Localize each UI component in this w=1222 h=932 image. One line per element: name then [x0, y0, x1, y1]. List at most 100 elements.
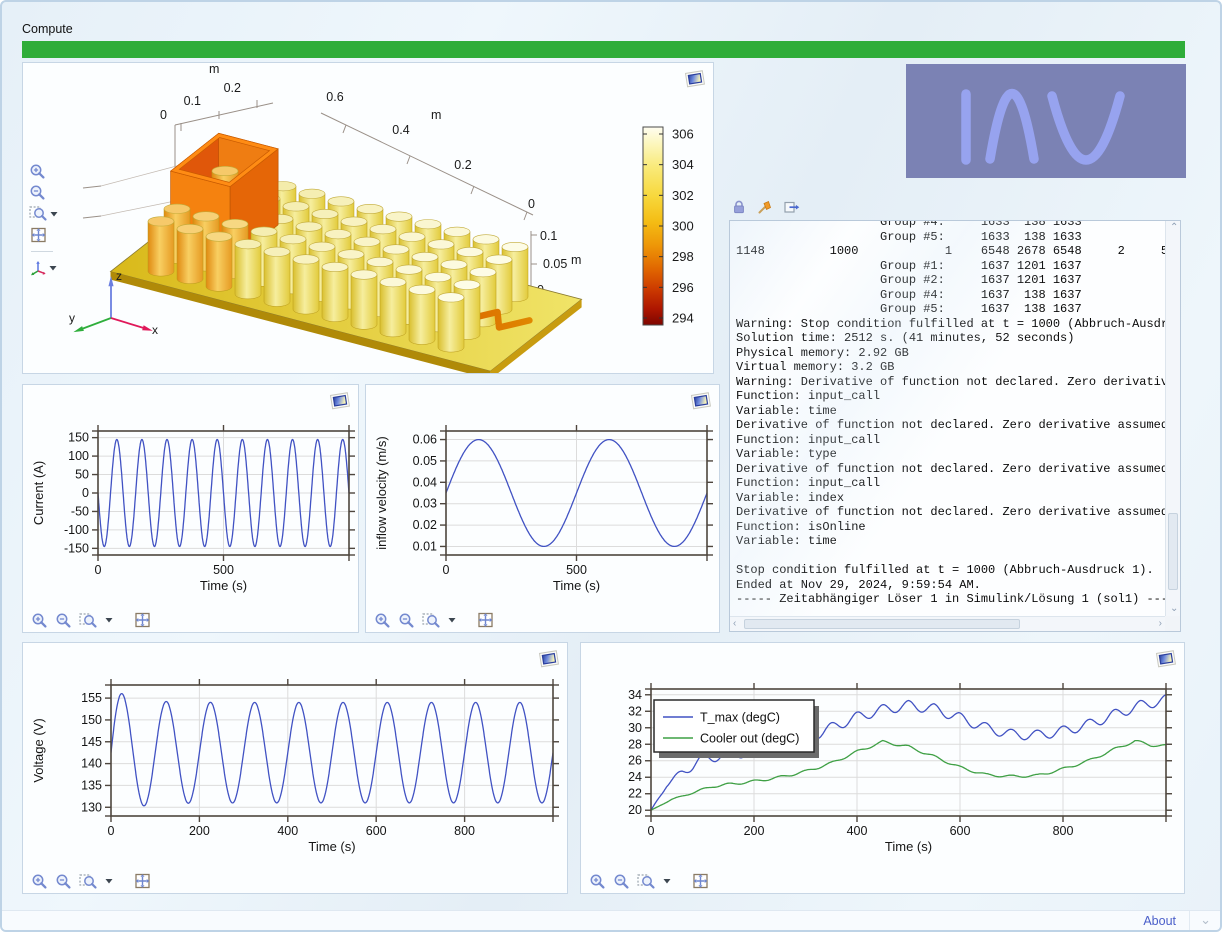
- zoom-box-icon[interactable]: [79, 873, 98, 890]
- zoom-box-icon[interactable]: [79, 612, 98, 629]
- zoom-in-icon[interactable]: [589, 873, 606, 890]
- svg-text:296: 296: [672, 280, 694, 295]
- voltage-plot[interactable]: 0 200 400 600 800 130 135 140 145 150 155 Time (s) V…: [23, 643, 567, 864]
- zoom-extents-icon[interactable]: [29, 226, 48, 244]
- svg-text:140: 140: [81, 757, 102, 771]
- svg-text:28: 28: [628, 737, 642, 751]
- svg-text:m: m: [209, 63, 219, 76]
- view-caret-icon[interactable]: [49, 260, 57, 276]
- snapshot-button[interactable]: [327, 390, 353, 414]
- progress-bar: [22, 41, 1185, 58]
- zoom-box-icon[interactable]: [637, 873, 656, 890]
- zoom-box-caret-icon[interactable]: [105, 612, 113, 628]
- 3d-plot-panel: 00.10.2m0.60.40.20m0.10.050mzxy306304302…: [22, 62, 714, 380]
- snapshot-button[interactable]: [1153, 648, 1179, 672]
- zoom-box-caret-icon[interactable]: [663, 873, 671, 889]
- snapshot-button[interactable]: [682, 68, 708, 92]
- svg-text:26: 26: [628, 754, 642, 768]
- vscroll-thumb[interactable]: [1168, 513, 1178, 591]
- scroll-up-icon[interactable]: ⌃: [1170, 222, 1179, 233]
- svg-text:34: 34: [628, 688, 642, 702]
- svg-text:Cooler out (degC): Cooler out (degC): [700, 732, 799, 746]
- zoom-in-icon[interactable]: [31, 873, 48, 890]
- svg-text:y: y: [69, 311, 75, 325]
- svg-text:400: 400: [847, 824, 868, 838]
- temperature-plot-toolbar: [589, 872, 710, 890]
- log-output[interactable]: Group #4: 1633 138 1633 Group #5: 1633 1…: [729, 220, 1181, 632]
- zoom-out-icon[interactable]: [613, 873, 630, 890]
- snapshot-button[interactable]: [688, 390, 714, 414]
- lock-icon[interactable]: [731, 199, 747, 215]
- export-log-icon[interactable]: [783, 199, 800, 215]
- zoom-box-caret-icon[interactable]: [105, 873, 113, 889]
- scroll-down-icon[interactable]: ⌄: [1170, 603, 1179, 614]
- svg-text:135: 135: [81, 778, 102, 792]
- about-link[interactable]: About: [1143, 914, 1176, 928]
- logo-letter-v: [1047, 91, 1125, 165]
- 3d-plot-toolbar: [29, 163, 59, 276]
- svg-text:m: m: [571, 253, 581, 267]
- compute-label: Compute: [22, 22, 73, 36]
- current-plot[interactable]: 0 500 -150 -100 -50 0 50 100 150 Time (s) Current …: [23, 385, 358, 603]
- svg-text:32: 32: [628, 704, 642, 718]
- zoom-extents-icon[interactable]: [691, 872, 710, 890]
- zoom-box-icon[interactable]: [29, 205, 48, 222]
- 3d-model-view[interactable]: 00.10.2m0.60.40.20m0.10.050mzxy306304302…: [23, 62, 713, 380]
- hscroll-thumb[interactable]: [744, 619, 1021, 629]
- svg-text:0.4: 0.4: [392, 123, 409, 137]
- svg-text:155: 155: [81, 691, 102, 705]
- svg-text:x: x: [152, 323, 158, 337]
- inflow-plot-panel: 0 500 0.01 0.02 0.03 0.04 0.05 0.06 Time (s) infl…: [365, 384, 720, 633]
- inflow-velocity-plot[interactable]: 0 500 0.01 0.02 0.03 0.04 0.05 0.06 Time (s) infl…: [366, 385, 719, 603]
- scroll-left-icon[interactable]: ‹: [733, 618, 737, 629]
- zoom-box-icon[interactable]: [422, 612, 441, 629]
- zoom-in-icon[interactable]: [31, 612, 48, 629]
- svg-text:298: 298: [672, 249, 694, 264]
- status-bar: About ⌄: [2, 910, 1220, 930]
- svg-text:130: 130: [81, 800, 102, 814]
- svg-text:z: z: [116, 269, 122, 283]
- zoom-out-icon[interactable]: [55, 612, 72, 629]
- zoom-extents-icon[interactable]: [476, 611, 495, 629]
- log-vscrollbar[interactable]: ⌃ ⌄: [1165, 221, 1180, 616]
- snapshot-button[interactable]: [536, 648, 562, 672]
- svg-text:0.2: 0.2: [224, 81, 241, 95]
- svg-text:145: 145: [81, 735, 102, 749]
- zoom-box-caret-icon[interactable]: [50, 206, 58, 222]
- zoom-extents-icon[interactable]: [133, 872, 152, 890]
- zoom-in-icon[interactable]: [29, 163, 46, 180]
- temperature-plot[interactable]: 0 200 400 600 800 20 22 24 26 28 30 32 34 Time (s) T_m…: [581, 643, 1184, 864]
- log-text: Group #4: 1633 138 1633 Group #5: 1633 1…: [736, 221, 1165, 606]
- voltage-plot-panel: 0 200 400 600 800 130 135 140 145 150 155 Time (s) V…: [22, 642, 568, 894]
- go-to-view-icon[interactable]: [29, 259, 47, 276]
- zoom-extents-icon[interactable]: [133, 611, 152, 629]
- svg-text:600: 600: [366, 824, 387, 838]
- svg-text:m: m: [431, 108, 441, 122]
- svg-text:30: 30: [628, 721, 642, 735]
- clear-log-icon[interactable]: [757, 199, 773, 215]
- svg-text:200: 200: [744, 824, 765, 838]
- svg-text:22: 22: [628, 787, 642, 801]
- svg-text:0: 0: [528, 197, 535, 211]
- svg-text:150: 150: [68, 431, 89, 445]
- chevron-down-icon[interactable]: ⌄: [1200, 912, 1211, 927]
- zoom-box-caret-icon[interactable]: [448, 612, 456, 628]
- svg-text:-50: -50: [71, 504, 89, 518]
- zoom-in-icon[interactable]: [374, 612, 391, 629]
- svg-text:inflow velocity (m/s): inflow velocity (m/s): [374, 436, 389, 549]
- zoom-out-icon[interactable]: [55, 873, 72, 890]
- svg-text:Time (s): Time (s): [553, 578, 600, 593]
- svg-text:300: 300: [672, 219, 694, 234]
- zoom-out-icon[interactable]: [29, 184, 46, 201]
- corner-chip: ⌄: [1189, 911, 1220, 930]
- zoom-out-icon[interactable]: [398, 612, 415, 629]
- log-hscrollbar[interactable]: ‹ ›: [730, 616, 1165, 631]
- svg-text:0: 0: [160, 108, 167, 122]
- svg-text:0.03: 0.03: [413, 497, 437, 511]
- svg-text:150: 150: [81, 713, 102, 727]
- svg-text:294: 294: [672, 311, 694, 326]
- svg-text:-150: -150: [64, 541, 89, 555]
- scroll-right-icon[interactable]: ›: [1158, 618, 1162, 629]
- svg-text:800: 800: [454, 824, 475, 838]
- svg-text:100: 100: [68, 449, 89, 463]
